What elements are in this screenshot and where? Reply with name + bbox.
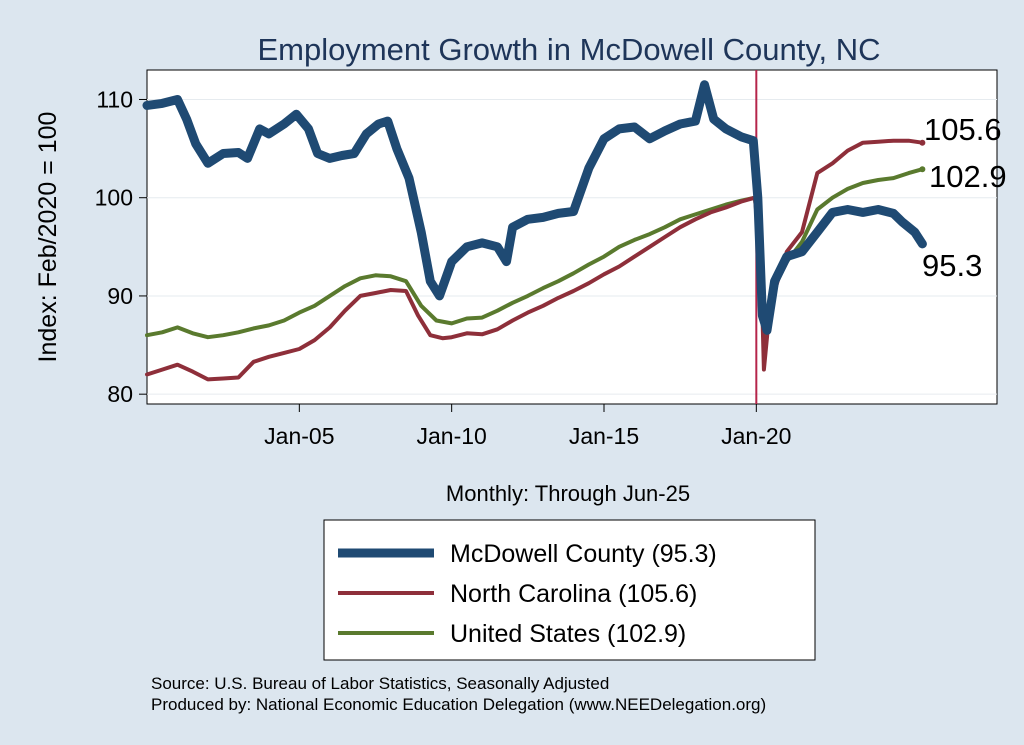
grid-layer [147,98,997,395]
x-tick-label-Jan-15: Jan-15 [569,423,639,449]
source-note: Source: U.S. Bureau of Labor Statistics,… [151,674,609,693]
y-tick-label-90: 90 [107,283,133,309]
produced-by-note: Produced by: National Economic Education… [151,695,766,714]
y-tick-label-80: 80 [107,381,133,407]
axis-layer: 80 90 100 110 Jan-05 Jan-10 Jan-15 Jan-20 [95,86,792,449]
legend-label-mcdowell-county: McDowell County (95.3) [450,540,717,568]
series-layer [142,80,927,382]
series-end-point-mcdowell-county [919,240,926,247]
end-label-united-states: 102.9 [929,159,1007,194]
y-tick-label-100: 100 [95,185,133,211]
end-label-north-carolina: 105.6 [924,112,1002,147]
x-axis-label: Monthly: Through Jun-25 [446,481,690,506]
x-tick-label-Jan-05: Jan-05 [264,423,334,449]
x-tick-label-Jan-10: Jan-10 [416,423,486,449]
y-tick-label-110: 110 [96,86,133,112]
chart-title: Employment Growth in McDowell County, NC [257,32,880,67]
legend-label-united-states: United States (102.9) [450,620,686,648]
legend-label-north-carolina: North Carolina (105.6) [450,580,697,608]
x-tick-label-Jan-20: Jan-20 [721,423,791,449]
end-label-mcdowell-county: 95.3 [922,248,982,283]
y-axis-label: Index: Feb/2020 = 100 [34,112,62,363]
series-line-north-carolina [145,138,925,382]
series-end-point-north-carolina [919,139,926,146]
legend: McDowell County (95.3) North Carolina (1… [323,519,816,661]
series-end-point-united-states [919,166,926,173]
series-line-mcdowell-county [142,80,927,335]
legend-box [323,519,816,661]
